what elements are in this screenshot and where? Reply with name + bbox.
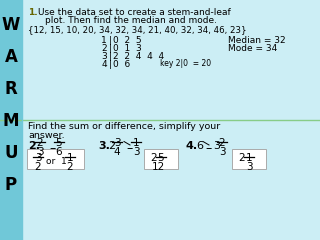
Text: Mode = 34: Mode = 34 (228, 44, 277, 53)
Text: 6: 6 (56, 147, 62, 157)
Text: R: R (4, 80, 17, 98)
Text: Use the data set to create a stem-and-leaf: Use the data set to create a stem-and-le… (38, 8, 231, 17)
Text: |: | (108, 60, 111, 69)
Text: M: M (3, 112, 19, 130)
Text: plot. Then find the median and mode.: plot. Then find the median and mode. (45, 16, 217, 25)
Text: Find the sum or difference, simplify your: Find the sum or difference, simplify you… (28, 122, 220, 131)
Text: –: – (205, 142, 211, 155)
Text: 3.: 3. (98, 141, 110, 151)
Text: 2: 2 (219, 138, 225, 148)
Text: Median = 32: Median = 32 (228, 36, 286, 45)
Text: {12, 15, 10, 20, 34, 32, 34, 21, 40, 32, 34, 46, 23}: {12, 15, 10, 20, 34, 32, 34, 21, 40, 32,… (28, 25, 247, 34)
Text: 1: 1 (67, 153, 73, 163)
Text: 4: 4 (101, 60, 107, 69)
Text: 1: 1 (101, 36, 107, 45)
FancyBboxPatch shape (27, 149, 84, 169)
Text: 2  2  4  4  4: 2 2 4 4 4 (113, 52, 164, 61)
Text: 3: 3 (246, 162, 252, 172)
Text: –: – (126, 142, 132, 155)
Text: 3: 3 (101, 52, 107, 61)
Text: 2.: 2. (28, 141, 40, 151)
Text: |: | (108, 52, 111, 61)
Text: 3: 3 (114, 138, 120, 148)
FancyBboxPatch shape (232, 149, 266, 169)
Text: 1.: 1. (28, 8, 38, 17)
FancyBboxPatch shape (144, 149, 178, 169)
Text: P: P (5, 176, 17, 194)
Text: 1: 1 (133, 138, 139, 148)
Text: 2: 2 (37, 138, 43, 148)
Text: 2: 2 (35, 162, 41, 172)
Text: 2: 2 (150, 153, 156, 163)
Text: 2: 2 (238, 153, 244, 163)
Text: U: U (4, 144, 18, 162)
Text: 3: 3 (219, 147, 225, 157)
Text: W: W (2, 16, 20, 34)
Text: 1: 1 (246, 153, 252, 163)
Text: key 2|0  = 20: key 2|0 = 20 (160, 59, 211, 68)
Text: or  1: or 1 (46, 157, 67, 166)
Text: |: | (108, 36, 111, 45)
Text: 2: 2 (67, 162, 73, 172)
Text: 4: 4 (114, 147, 120, 157)
Text: 4.: 4. (185, 141, 197, 151)
Text: 0  6: 0 6 (113, 60, 130, 69)
Text: 2: 2 (101, 44, 107, 53)
Text: 2: 2 (108, 141, 115, 151)
Text: 5: 5 (56, 138, 62, 148)
Text: A: A (4, 48, 17, 66)
Text: 0  2  5: 0 2 5 (113, 36, 142, 45)
Text: 12: 12 (151, 162, 164, 172)
Text: 3: 3 (35, 153, 41, 163)
Bar (0, 0, 22, 240)
Text: |: | (108, 44, 111, 53)
Text: 0  1  3: 0 1 3 (113, 44, 142, 53)
Text: 3: 3 (37, 147, 43, 157)
Text: 3: 3 (213, 141, 220, 151)
Text: answer.: answer. (28, 131, 65, 140)
Text: 5: 5 (158, 153, 164, 163)
Text: 6: 6 (196, 141, 203, 151)
Text: 3: 3 (133, 147, 139, 157)
Text: –: – (49, 142, 55, 155)
